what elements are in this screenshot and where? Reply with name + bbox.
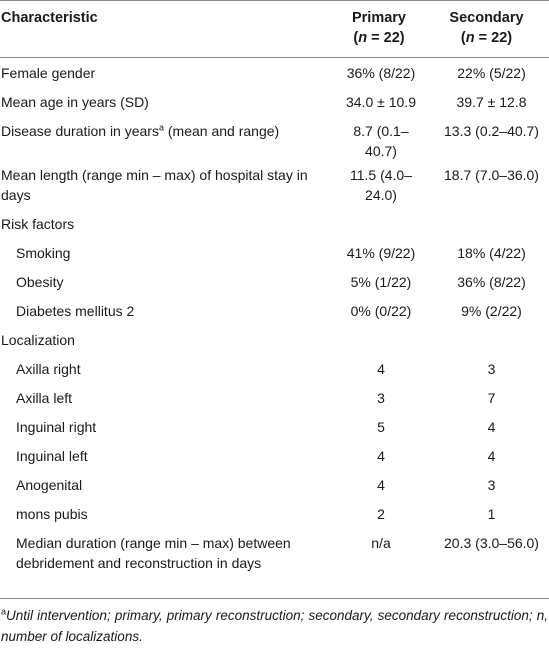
row-label-text: Disease duration in years — [1, 123, 159, 139]
row-label: Axilla left — [16, 390, 73, 406]
header-secondary-label: Secondary — [449, 10, 524, 26]
table-row: Smoking 41% (9/22) 18% (4/22) — [0, 239, 549, 268]
table-footnote: aUntil intervention; primary, primary re… — [0, 605, 549, 647]
row-primary: 5 — [377, 419, 385, 435]
table-row: Mean length (range min – max) of hospita… — [0, 161, 549, 210]
row-primary: 11.5 (4.0–24.0) — [349, 167, 412, 203]
row-label: mons pubis — [16, 506, 88, 522]
header-rule — [0, 57, 549, 58]
row-label: Diabetes mellitus 2 — [16, 303, 135, 319]
section-label: Localization — [1, 332, 75, 348]
table-row: Anogenital 4 3 — [0, 471, 549, 500]
table-row: Axilla left 3 7 — [0, 384, 549, 413]
table-row: Mean age in years (SD) 34.0 ± 10.9 39.7 … — [0, 88, 549, 117]
row-secondary: 4 — [487, 419, 496, 435]
table-row: mons pubis 2 1 — [0, 500, 549, 529]
row-label: Mean length (range min – max) of hospita… — [1, 167, 308, 203]
top-rule — [0, 0, 549, 1]
row-label: Mean age in years (SD) — [1, 94, 149, 110]
table-row: Inguinal right 5 4 — [0, 413, 549, 442]
row-label: Inguinal left — [16, 448, 88, 464]
row-label: Female gender — [1, 65, 96, 81]
header-secondary: Secondary (n = 22) — [418, 8, 549, 48]
row-secondary: 4 — [487, 448, 496, 464]
row-label: Median duration (range min – max) betwee… — [16, 535, 291, 571]
row-secondary: 20.3 (3.0–56.0) — [444, 535, 539, 551]
table-row: Median duration (range min – max) betwee… — [0, 529, 549, 598]
row-label: Disease duration in yearsa (mean and ran… — [0, 121, 318, 141]
section-label: Risk factors — [1, 216, 75, 232]
row-primary: 5% (1/22) — [350, 274, 412, 290]
row-primary: n/a — [371, 535, 391, 551]
row-primary: 4 — [377, 361, 385, 377]
row-secondary: 7 — [487, 390, 496, 406]
row-secondary: 3 — [487, 477, 496, 493]
table-header: Characteristic Primary (n = 22) Secondar… — [0, 1, 549, 57]
footnote-marker: a — [1, 606, 7, 617]
row-label: Inguinal right — [16, 419, 97, 435]
row-secondary: 18% (4/22) — [457, 245, 526, 261]
row-primary: 41% (9/22) — [346, 245, 416, 261]
table-row: Axilla right 4 3 — [0, 355, 549, 384]
footnote-marker: a — [158, 122, 164, 133]
row-primary: 8.7 (0.1–40.7) — [353, 123, 409, 159]
table-row: Obesity 5% (1/22) 36% (8/22) — [0, 268, 549, 297]
row-primary: 36% (8/22) — [346, 65, 416, 81]
header-secondary-n: (n = 22) — [460, 30, 513, 46]
row-primary: 3 — [377, 390, 385, 406]
section-row: Localization — [0, 326, 549, 355]
row-label: Obesity — [16, 274, 64, 290]
table-body: Female gender 36% (8/22) 22% (5/22) Mean… — [0, 58, 549, 598]
row-primary: 4 — [377, 477, 385, 493]
table-row: Inguinal left 4 4 — [0, 442, 549, 471]
header-primary-label: Primary — [351, 10, 406, 26]
row-secondary: 18.7 (7.0–36.0) — [444, 167, 539, 183]
row-primary: 34.0 ± 10.9 — [346, 94, 416, 110]
row-label: Smoking — [16, 245, 71, 261]
row-secondary: 36% (8/22) — [457, 274, 526, 290]
characteristics-table: Characteristic Primary (n = 22) Secondar… — [0, 0, 549, 599]
row-label: Anogenital — [16, 477, 83, 493]
bottom-rule — [0, 598, 549, 599]
row-secondary: 3 — [487, 361, 496, 377]
row-label-suffix: (mean and range) — [164, 123, 280, 139]
row-primary: 2 — [377, 506, 385, 522]
row-secondary: 22% (5/22) — [457, 65, 526, 81]
header-primary-n: (n = 22) — [353, 30, 405, 46]
row-label: Axilla right — [16, 361, 81, 377]
table-row: Diabetes mellitus 2 0% (0/22) 9% (2/22) — [0, 297, 549, 326]
row-secondary: 13.3 (0.2–40.7) — [444, 123, 539, 139]
row-secondary: 1 — [487, 506, 496, 522]
row-primary: 4 — [377, 448, 385, 464]
row-secondary: 39.7 ± 12.8 — [456, 94, 527, 110]
table-row: Disease duration in yearsa (mean and ran… — [0, 117, 549, 161]
section-row: Risk factors — [0, 210, 549, 239]
row-secondary: 9% (2/22) — [461, 303, 522, 319]
header-primary: Primary (n = 22) — [318, 8, 418, 48]
header-characteristic: Characteristic — [1, 10, 98, 26]
footnote-text: Until intervention; primary, primary rec… — [1, 608, 548, 644]
row-primary: 0% (0/22) — [350, 303, 412, 319]
table-row: Female gender 36% (8/22) 22% (5/22) — [0, 59, 549, 88]
